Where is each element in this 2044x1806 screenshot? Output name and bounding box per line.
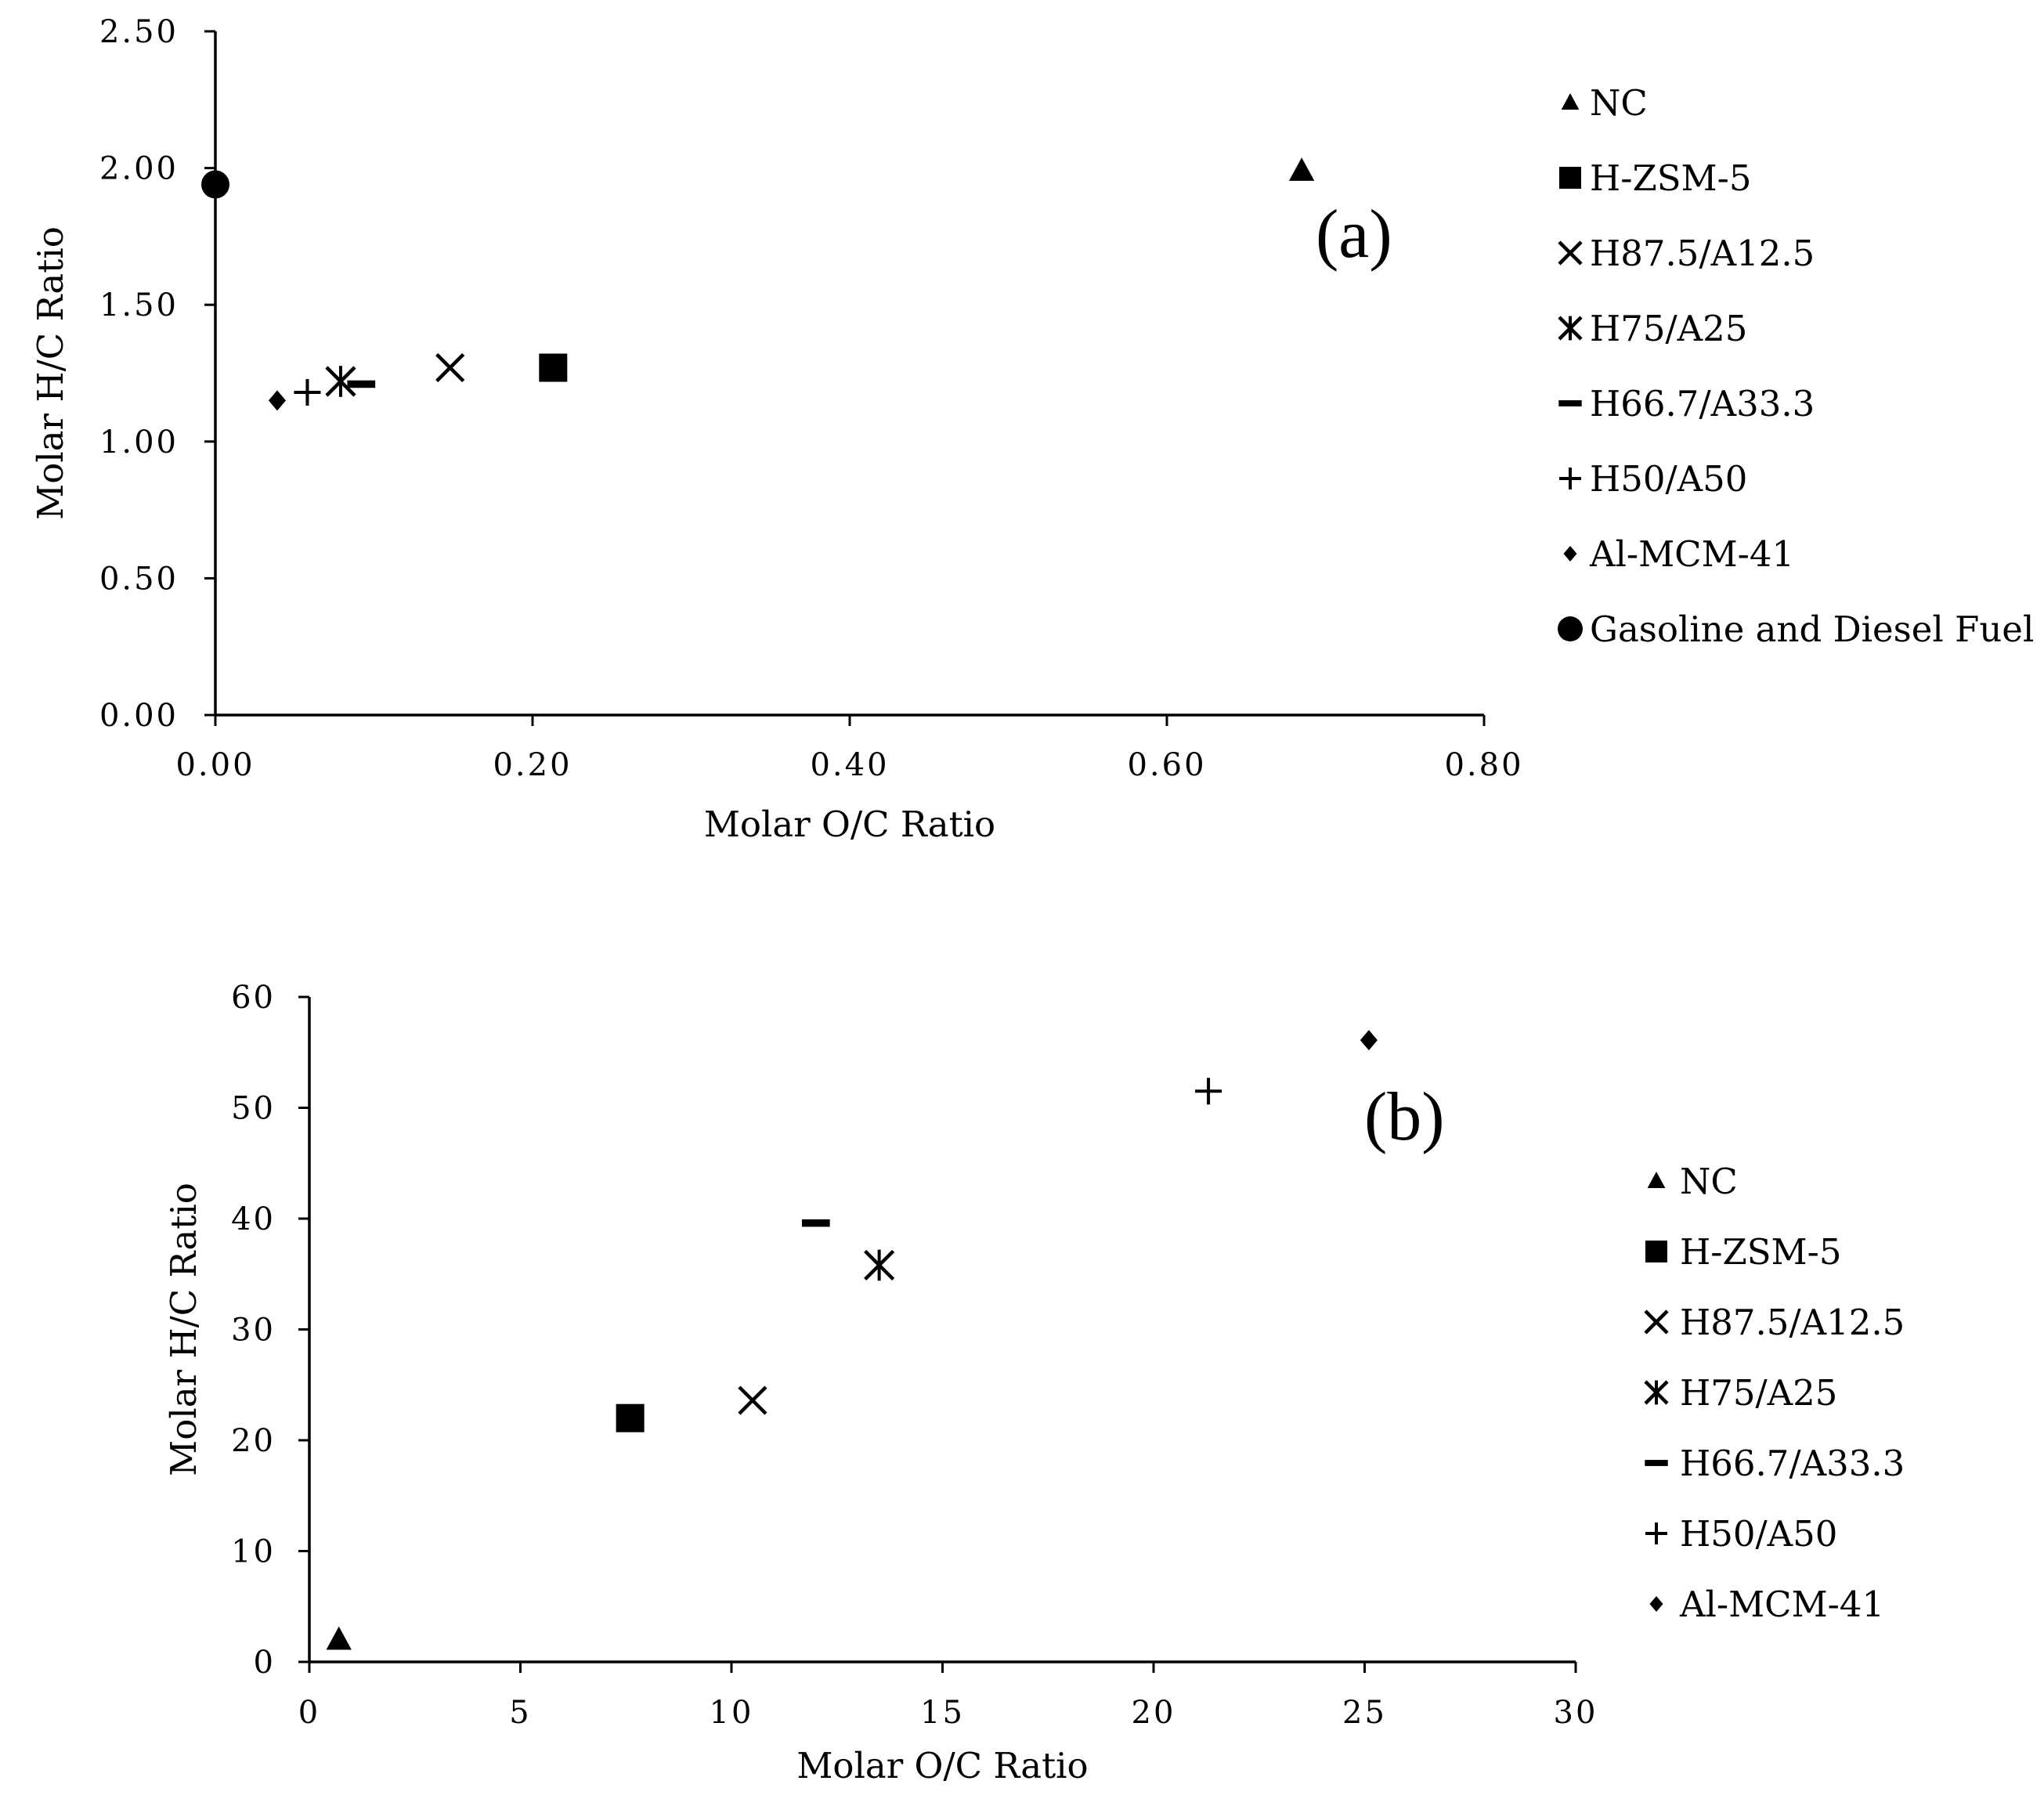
y-tick-label: 2.00 <box>99 151 179 187</box>
data-point-al-mcm-41 <box>268 390 287 411</box>
x-tick-label: 0.20 <box>493 747 572 783</box>
data-point-h87-5-a12-5 <box>738 1385 767 1415</box>
legend-marker-h87-5-a12-5 <box>1644 1309 1669 1335</box>
legend-marker-nc <box>1561 93 1580 110</box>
y-axis-title: Molar H/C Ratio <box>163 1183 204 1476</box>
legend-marker-h50-a50 <box>1645 1522 1667 1544</box>
legend-label-h75-a25: H75/A25 <box>1590 308 1747 349</box>
legend-label-nc: NC <box>1680 1161 1738 1202</box>
legend-marker-h66-7-a33-3 <box>1558 400 1582 406</box>
x-tick-label: 0.00 <box>175 747 255 783</box>
x-axis-title: Molar O/C Ratio <box>796 1745 1088 1786</box>
y-tick-label: 20 <box>231 1423 276 1459</box>
legend-marker-h-zsm-5 <box>1559 167 1581 189</box>
data-point-h66-7-a33-3 <box>801 1219 830 1227</box>
x-tick-label: 0.60 <box>1127 747 1206 783</box>
data-point-h50-a50 <box>1195 1078 1222 1105</box>
data-point-nc <box>1288 157 1315 181</box>
legend-label-h66-7-a33-3: H66.7/A33.3 <box>1590 383 1815 424</box>
legend-label-h66-7-a33-3: H66.7/A33.3 <box>1680 1443 1905 1484</box>
x-tick-label: 15 <box>920 1695 965 1731</box>
y-axis-title: Molar H/C Ratio <box>30 226 71 520</box>
legend-label-h87-5-a12-5: H87.5/A12.5 <box>1680 1302 1905 1343</box>
data-point-h-zsm-5 <box>616 1403 645 1432</box>
panel-label: (b) <box>1364 1079 1445 1155</box>
y-tick-label: 1.50 <box>99 287 179 323</box>
legend-marker-nc <box>1647 1172 1666 1188</box>
data-point-h75-a25 <box>325 366 356 397</box>
legend-marker-h66-7-a33-3 <box>1645 1460 1668 1466</box>
x-tick-label: 30 <box>1554 1695 1598 1731</box>
x-tick-label: 0.40 <box>810 747 889 783</box>
data-point-h50-a50 <box>294 378 321 406</box>
x-tick-label: 25 <box>1342 1695 1387 1731</box>
y-tick-label: 0.00 <box>99 698 179 734</box>
legend-marker-al-mcm-41 <box>1563 546 1577 562</box>
y-tick-label: 0.50 <box>99 561 179 597</box>
legend-label-al-mcm-41: Al-MCM-41 <box>1589 533 1794 575</box>
legend-marker-h87-5-a12-5 <box>1558 240 1583 265</box>
chart-b: 0 10 20 30 40 50 60 0 5 10 15 20 25 30 Molar O/C Ratio… <box>163 980 1905 1786</box>
data-point-h87-5-a12-5 <box>435 352 465 383</box>
y-tick-label: 60 <box>231 980 276 1016</box>
legend-label-al-mcm-41: Al-MCM-41 <box>1679 1584 1884 1625</box>
legend-label-h87-5-a12-5: H87.5/A12.5 <box>1590 233 1815 274</box>
legend: NC H-ZSM-5 H87.5/A12.5 H75/A25 H66.7/A33.3 H5… <box>1644 1161 1905 1625</box>
x-tick-label: 10 <box>710 1695 754 1731</box>
chart-a: 0.00 0.50 1.00 1.50 2.00 2.50 0.00 0.20 0.40 0.60… <box>30 14 2034 845</box>
panel-label: (a) <box>1316 197 1392 273</box>
legend-label-h75-a25: H75/A25 <box>1680 1372 1837 1414</box>
legend-marker-gasoline-and-diesel-fuel <box>1558 616 1583 641</box>
y-tick-label: 10 <box>231 1534 276 1570</box>
y-tick-label: 50 <box>231 1091 276 1127</box>
y-tick-label: 2.50 <box>99 14 179 50</box>
legend: NC H-ZSM-5 H87.5/A12.5 H75/A25 H66.7/A33.3 H5… <box>1558 82 2034 650</box>
legend-label-h50-a50: H50/A50 <box>1680 1513 1837 1555</box>
data-point-h-zsm-5 <box>539 353 568 382</box>
legend-label-gasoline-and-diesel-fuel: Gasoline and Diesel Fuel <box>1590 609 2034 650</box>
legend-marker-h-zsm-5 <box>1645 1241 1667 1262</box>
data-point-gasoline-and-diesel-fuel <box>201 170 229 199</box>
y-tick-label: 30 <box>231 1313 276 1349</box>
data-point-al-mcm-41 <box>1360 1030 1378 1051</box>
y-tick-label: 40 <box>231 1201 276 1237</box>
y-tick-label: 1.00 <box>99 424 179 461</box>
legend-label-h-zsm-5: H-ZSM-5 <box>1680 1231 1841 1273</box>
x-tick-label: 20 <box>1132 1695 1176 1731</box>
legend-label-h-zsm-5: H-ZSM-5 <box>1590 157 1751 199</box>
legend-label-h50-a50: H50/A50 <box>1590 458 1747 500</box>
data-point-h66-7-a33-3 <box>347 380 376 388</box>
legend-label-nc: NC <box>1590 82 1648 124</box>
legend-marker-al-mcm-41 <box>1649 1596 1663 1612</box>
x-axis-title: Molar O/C Ratio <box>704 804 995 845</box>
data-point-h75-a25 <box>864 1249 895 1281</box>
legend-marker-h75-a25 <box>1558 316 1583 341</box>
y-tick-label: 0 <box>254 1645 276 1681</box>
legend-marker-h75-a25 <box>1644 1380 1669 1405</box>
legend-marker-h50-a50 <box>1559 468 1581 489</box>
data-point-nc <box>326 1626 352 1650</box>
x-tick-label: 5 <box>509 1695 531 1731</box>
x-tick-label: 0.80 <box>1444 747 1523 783</box>
x-tick-label: 0 <box>298 1695 320 1731</box>
